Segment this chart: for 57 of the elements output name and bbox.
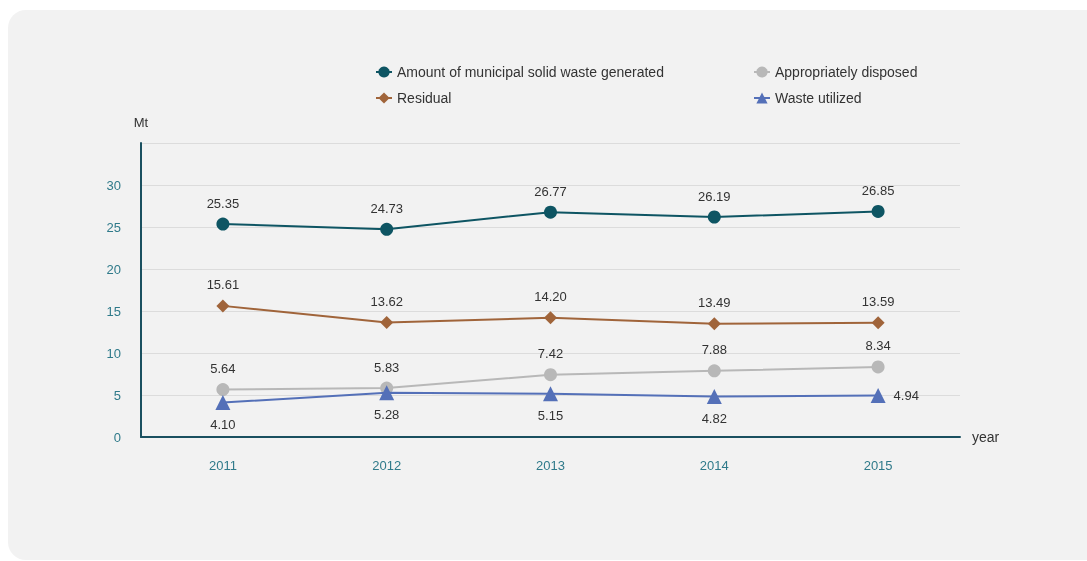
- point: [871, 360, 885, 374]
- point: [544, 311, 557, 325]
- y-tick-label: 20: [106, 261, 121, 277]
- data-label: 13.62: [370, 294, 403, 310]
- data-label: 13.49: [698, 295, 731, 311]
- x-tick-label: 2015: [863, 458, 893, 473]
- y-tick-label: 15: [106, 303, 121, 319]
- point: [215, 395, 231, 411]
- data-label: 5.64: [210, 361, 236, 377]
- x-tick-label: 2013: [536, 458, 565, 473]
- legend-label: Appropriately disposed: [775, 64, 918, 80]
- y-tick-label: 0: [113, 429, 121, 445]
- data-label: 5.28: [374, 407, 400, 423]
- data-label: 15.61: [206, 277, 240, 293]
- data-label: 5.15: [537, 408, 564, 424]
- y-tick-label: 10: [106, 345, 121, 361]
- data-label: 25.35: [206, 195, 240, 211]
- point: [379, 385, 395, 401]
- data-label: 7.88: [701, 342, 727, 358]
- x-tick-label: 2014: [699, 458, 729, 473]
- point: [216, 217, 230, 231]
- point: [216, 383, 230, 397]
- data-label: 4.10: [210, 417, 236, 433]
- point: [380, 222, 394, 236]
- x-tick-label: 2012: [372, 458, 402, 473]
- point: [544, 368, 557, 382]
- data-label: 7.42: [537, 346, 564, 362]
- data-label: 13.59: [861, 294, 895, 310]
- point: [871, 316, 885, 330]
- x-tick-label: 2011: [208, 458, 237, 473]
- x-axis-title: year: [972, 429, 1000, 445]
- point: [707, 210, 721, 224]
- point: [707, 317, 721, 331]
- y-tick-label: 30: [106, 177, 121, 193]
- y-tick-label: 5: [113, 387, 121, 403]
- point: [871, 204, 885, 218]
- point: [870, 388, 886, 403]
- point: [216, 299, 230, 313]
- point: [707, 364, 721, 378]
- legend-label: Amount of municipal solid waste generated: [397, 64, 664, 80]
- point: [380, 316, 394, 330]
- data-label: 24.73: [370, 200, 403, 216]
- point: [543, 386, 558, 402]
- data-label: 5.83: [374, 359, 400, 375]
- data-label: 4.94: [893, 388, 919, 403]
- data-label: 26.19: [698, 188, 731, 204]
- data-label: 4.82: [701, 411, 727, 427]
- legend-label: Residual: [397, 90, 452, 106]
- legend-label: Waste utilized: [775, 90, 862, 106]
- data-label: 14.20: [534, 289, 567, 305]
- data-label: 26.77: [534, 183, 567, 199]
- point: [544, 205, 557, 219]
- point: [706, 389, 722, 405]
- data-label: 26.85: [861, 182, 895, 198]
- y-axis-title: Mt: [133, 115, 149, 130]
- data-label: 8.34: [865, 338, 891, 354]
- y-tick-label: 25: [106, 219, 121, 235]
